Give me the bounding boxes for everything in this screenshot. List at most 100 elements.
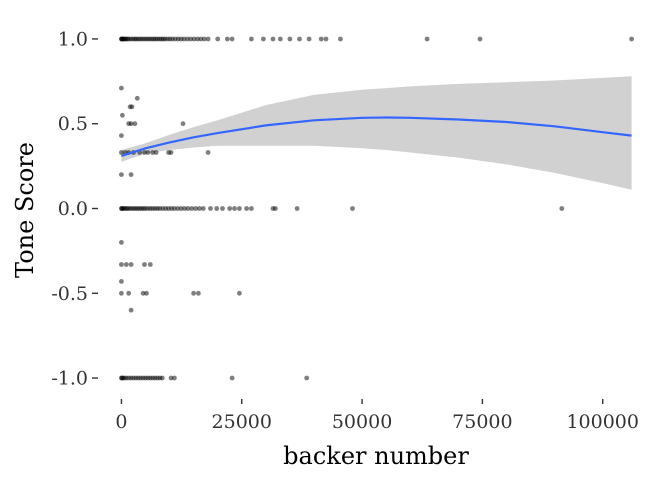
x-axis-title: backer number	[283, 442, 469, 470]
data-point	[249, 36, 254, 42]
data-point	[424, 36, 430, 42]
confidence-band	[121, 76, 632, 190]
data-point	[182, 206, 187, 211]
data-point	[153, 150, 159, 155]
y-axis: 1.0 0.5 0.0 -0.5 -1.0	[51, 28, 98, 390]
data-point	[168, 150, 174, 155]
y-tick-label: -0.5	[51, 283, 88, 305]
data-point	[126, 290, 132, 296]
data-point	[215, 36, 221, 42]
data-point	[150, 150, 156, 155]
data-point	[227, 206, 233, 211]
data-point	[273, 206, 278, 211]
data-point	[144, 290, 149, 296]
points-layer	[119, 36, 634, 381]
y-tick-label: 0.0	[58, 198, 88, 220]
data-point	[261, 36, 266, 42]
data-point	[201, 36, 207, 42]
data-point	[119, 279, 124, 284]
data-point	[198, 36, 204, 42]
data-point	[323, 36, 329, 42]
data-point	[120, 112, 125, 118]
data-point	[197, 206, 202, 211]
data-point	[189, 206, 195, 211]
data-point	[175, 206, 181, 211]
data-point	[119, 172, 124, 178]
y-tick-label: 1.0	[58, 28, 88, 50]
data-point	[119, 262, 124, 267]
data-point	[185, 36, 190, 42]
data-point	[277, 36, 283, 42]
x-tick-label: 75000	[452, 411, 512, 433]
data-point	[220, 206, 225, 211]
confidence-band-layer	[121, 76, 632, 190]
trend-line-layer	[121, 116, 632, 157]
y-tick-label: 0.5	[58, 113, 88, 135]
data-point	[142, 150, 147, 155]
x-tick-label: 100000	[566, 411, 639, 433]
x-tick-label: 0	[115, 411, 127, 433]
data-point	[119, 240, 124, 245]
data-point	[132, 121, 138, 127]
data-point	[140, 290, 146, 296]
data-point	[128, 262, 134, 267]
data-point	[629, 36, 634, 42]
data-point	[270, 36, 276, 42]
data-point	[185, 206, 191, 211]
data-point	[229, 375, 235, 381]
data-point	[193, 206, 199, 211]
y-tick-label: -1.0	[51, 368, 88, 390]
data-point	[119, 85, 124, 91]
x-axis: 0 25000 50000 75000 100000	[115, 399, 639, 433]
data-point	[180, 121, 186, 127]
y-axis-title: Tone Score	[11, 142, 39, 278]
data-point	[172, 375, 177, 381]
data-point	[229, 36, 235, 42]
data-point	[191, 290, 197, 296]
x-tick-label: 25000	[212, 411, 272, 433]
data-point	[128, 307, 134, 313]
data-point	[119, 150, 124, 155]
data-point	[145, 150, 151, 155]
data-point	[147, 262, 153, 267]
data-point	[318, 36, 324, 42]
data-point	[168, 375, 174, 381]
data-point	[178, 206, 184, 211]
data-point	[119, 290, 124, 296]
data-point	[232, 206, 237, 211]
data-point	[188, 36, 194, 42]
data-point	[191, 36, 197, 42]
data-point	[196, 290, 201, 296]
data-point	[244, 206, 250, 211]
data-point	[294, 206, 300, 211]
data-point	[287, 36, 293, 42]
data-point	[214, 206, 220, 211]
data-point	[128, 172, 134, 178]
data-point	[142, 262, 147, 267]
data-point	[205, 150, 211, 155]
data-point	[195, 36, 200, 42]
trend-line	[121, 116, 632, 157]
x-tick-label: 50000	[332, 411, 392, 433]
data-point	[159, 375, 165, 381]
data-point	[224, 36, 230, 42]
data-point	[306, 36, 312, 42]
data-point	[338, 36, 343, 42]
data-point	[205, 36, 211, 42]
data-point	[237, 206, 242, 211]
data-point	[128, 121, 134, 127]
data-point	[123, 262, 129, 267]
data-point	[134, 95, 140, 101]
data-point	[237, 290, 242, 296]
data-point	[208, 206, 213, 211]
data-point	[119, 133, 124, 139]
data-point	[350, 206, 355, 211]
data-point	[172, 206, 177, 211]
data-point	[200, 206, 206, 211]
data-point	[249, 206, 254, 211]
data-point	[304, 375, 310, 381]
data-point	[181, 36, 187, 42]
data-point	[129, 104, 135, 110]
data-point	[559, 206, 565, 211]
